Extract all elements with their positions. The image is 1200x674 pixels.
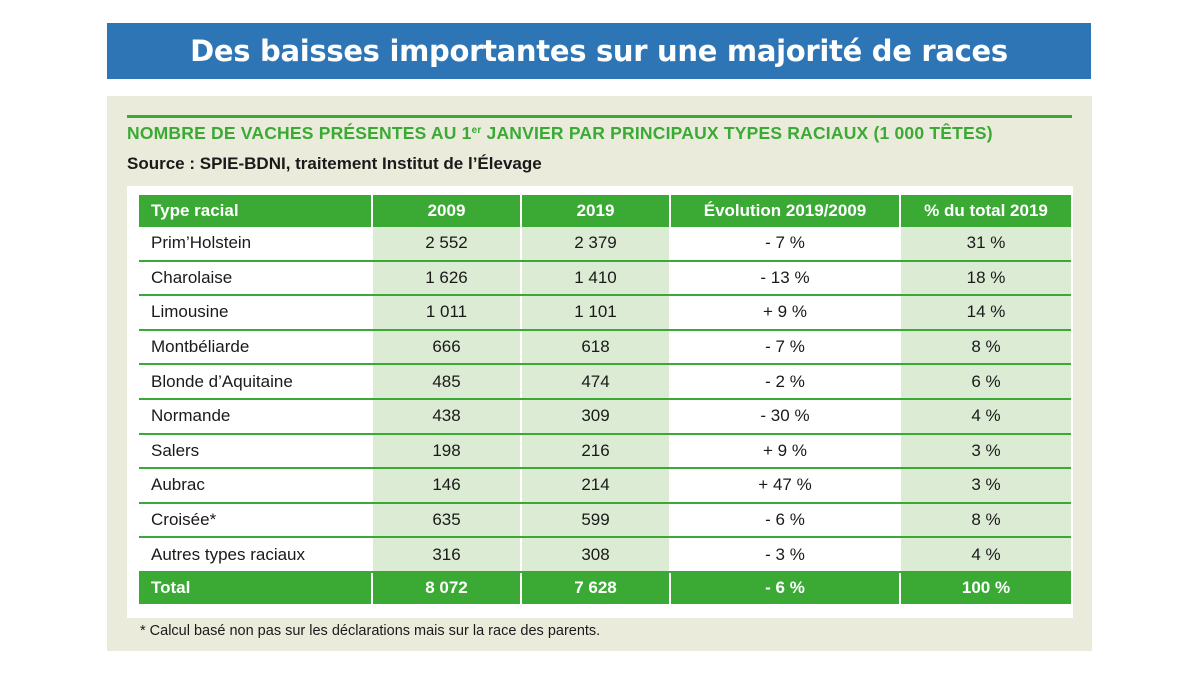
cell-2019: 1 101 [520,295,670,331]
cell-2019: 309 [520,398,670,435]
table-row: Montbéliarde 666 618- 7 % 8 % [139,329,1071,366]
cell-2009: 1 626 [371,260,521,297]
cell-type-racial: Normande [139,398,372,435]
slide-title: Des baisses importantes sur une majorité… [107,23,1091,79]
cell-type-racial: Autres types raciaux [139,537,372,573]
cell-percent-total: 18 % [899,260,1071,297]
header-2019: 2019 [520,195,670,227]
table-row: Prim’Holstein 2 552 2 379- 7 % 31 % [139,227,1071,262]
cell-2009: 438 [371,398,521,435]
cell-2019: 599 [520,502,670,539]
cell-type-racial: Prim’Holstein [139,227,372,262]
cell-2009: 666 [371,329,521,366]
cell-percent-total: 4 % [899,398,1071,435]
table-row: Croisée* 635 599- 6 % 8 % [139,502,1071,539]
cell-evolution: + 9 % [669,295,900,331]
cell-percent-total: 14 % [899,295,1071,331]
figure-panel: NOMBRE DE VACHES PRÉSENTES AU 1er JANVIE… [107,96,1092,651]
table-row: Normande 438 309- 30 % 4 % [139,398,1071,435]
cell-type-racial: Salers [139,433,372,470]
header-percent-total: % du total 2019 [899,195,1071,227]
cell-evolution: - 3 % [669,537,900,573]
cell-evolution: - 7 % [669,227,900,262]
cell-2009: 485 [371,364,521,400]
table-row: Autres types raciaux 316 308- 3 % 4 % [139,537,1071,573]
cell-percent-total: 3 % [899,468,1071,504]
caption-text-start: NOMBRE DE VACHES PRÉSENTES AU 1 [127,123,472,143]
cell-2019: 618 [520,329,670,366]
cell-2019: 474 [520,364,670,400]
total-percent: 100 % [899,571,1071,604]
top-divider [127,115,1072,118]
cell-percent-total: 8 % [899,502,1071,539]
cell-type-racial: Aubrac [139,468,372,504]
cell-2019: 308 [520,537,670,573]
breeds-table: Type racial 2009 2019 Évolution 2019/200… [139,195,1071,604]
cell-evolution: - 30 % [669,398,900,435]
cell-type-racial: Croisée* [139,502,372,539]
header-evolution: Évolution 2019/2009 [669,195,900,227]
cell-type-racial: Blonde d’Aquitaine [139,364,372,400]
cell-2019: 216 [520,433,670,470]
table-row: Charolaise 1 626 1 410- 13 % 18 % [139,260,1071,297]
total-2009: 8 072 [371,571,521,604]
total-label: Total [139,571,372,604]
total-2019: 7 628 [520,571,670,604]
table-row: Limousine 1 011 1 101 + 9 % 14 % [139,295,1071,331]
cell-2019: 1 410 [520,260,670,297]
cell-2019: 214 [520,468,670,504]
cell-evolution: - 6 % [669,502,900,539]
header-type-racial: Type racial [139,195,372,227]
table-row: Blonde d’Aquitaine 485 474- 2 % 6 % [139,364,1071,400]
total-row: Total 8 072 7 628 - 6 % 100 % [139,571,1071,604]
cell-2009: 316 [371,537,521,573]
source-line: Source : SPIE-BDNI, traitement Institut … [127,154,542,173]
cell-type-racial: Limousine [139,295,372,331]
cell-2019: 2 379 [520,227,670,262]
cell-evolution: + 47 % [669,468,900,504]
cell-evolution: - 7 % [669,329,900,366]
cell-2009: 2 552 [371,227,521,262]
cell-percent-total: 31 % [899,227,1071,262]
caption-text-end: JANVIER PAR PRINCIPAUX TYPES RACIAUX (1 … [481,123,993,143]
cell-evolution: - 13 % [669,260,900,297]
table-caption: NOMBRE DE VACHES PRÉSENTES AU 1er JANVIE… [127,123,1077,144]
cell-evolution: + 9 % [669,433,900,470]
total-evolution: - 6 % [669,571,900,604]
cell-percent-total: 6 % [899,364,1071,400]
footnote: * Calcul basé non pas sur les déclaratio… [140,623,601,639]
cell-evolution: - 2 % [669,364,900,400]
caption-superscript: er [471,125,482,136]
table-row: Aubrac 146 214 + 47 % 3 % [139,468,1071,504]
cell-2009: 1 011 [371,295,521,331]
cell-type-racial: Charolaise [139,260,372,297]
cell-percent-total: 3 % [899,433,1071,470]
cell-percent-total: 8 % [899,329,1071,366]
header-row: Type racial 2009 2019 Évolution 2019/200… [139,195,1071,227]
table-container: Type racial 2009 2019 Évolution 2019/200… [127,186,1073,618]
cell-2009: 146 [371,468,521,504]
header-2009: 2009 [371,195,521,227]
table-row: Salers 198 216 + 9 % 3 % [139,433,1071,470]
cell-type-racial: Montbéliarde [139,329,372,366]
cell-2009: 635 [371,502,521,539]
cell-percent-total: 4 % [899,537,1071,573]
cell-2009: 198 [371,433,521,470]
table-body: Prim’Holstein 2 552 2 379- 7 % 31 % Charolai… [139,227,1071,573]
